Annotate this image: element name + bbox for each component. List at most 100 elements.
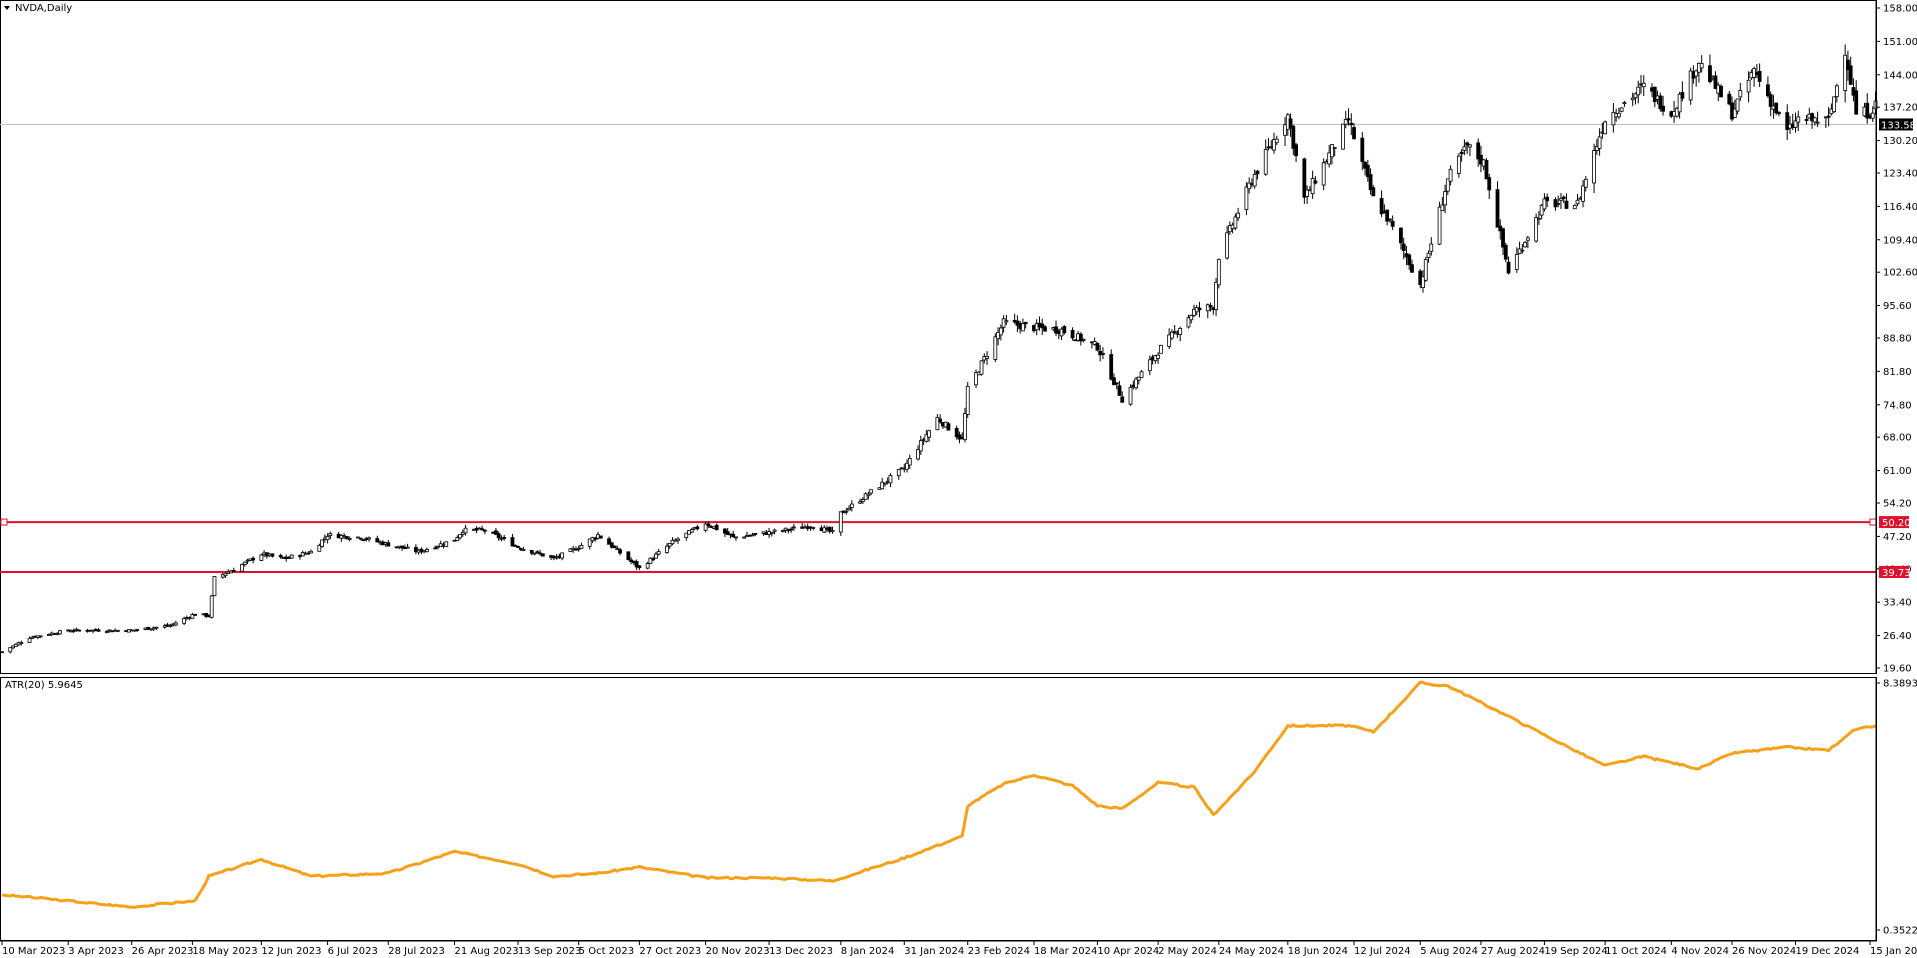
candle	[1004, 315, 1009, 325]
candle	[444, 541, 449, 548]
candle	[1713, 71, 1718, 90]
candle	[554, 554, 559, 560]
candle	[1719, 84, 1723, 98]
candle	[1266, 138, 1271, 151]
candle	[985, 351, 989, 365]
price-tick-label: 137.20	[1883, 103, 1917, 114]
candle	[71, 628, 76, 634]
candle	[433, 545, 438, 550]
time-tick-label: 27 Aug 2024	[1481, 946, 1545, 957]
time-tick-label: 18 Mar 2024	[1034, 946, 1097, 957]
candle	[317, 543, 322, 552]
candle	[1379, 190, 1384, 218]
candle	[1341, 123, 1345, 150]
candle	[618, 547, 622, 556]
candle	[723, 527, 727, 537]
candle	[1603, 120, 1608, 135]
candle	[1429, 237, 1434, 256]
candle	[568, 547, 573, 552]
candle	[725, 528, 730, 536]
candle	[703, 520, 708, 533]
candle	[325, 533, 330, 544]
candle	[993, 333, 998, 363]
candle	[1443, 184, 1447, 214]
candle	[918, 435, 923, 455]
candle	[347, 536, 352, 542]
candle	[242, 561, 247, 567]
candle	[1661, 95, 1665, 116]
candle	[1487, 173, 1492, 199]
candle	[1147, 355, 1152, 376]
candle	[367, 536, 371, 542]
price-axis[interactable]: 158.00 151.00 144.00 137.20 130.20 123.40 116.…	[1875, 0, 1917, 675]
collapse-triangle-icon[interactable]	[4, 6, 10, 10]
candle	[496, 531, 501, 541]
candle	[96, 627, 101, 632]
time-tick-label: 10 Apr 2024	[1097, 946, 1159, 957]
candle	[1738, 82, 1743, 101]
candle	[1437, 201, 1442, 246]
candle	[259, 553, 264, 561]
candle	[1216, 258, 1221, 289]
candle	[1134, 376, 1138, 390]
level-handle-left[interactable]	[0, 518, 8, 526]
candle	[689, 527, 694, 534]
candle	[1542, 193, 1547, 212]
candle	[502, 534, 507, 541]
time-tick-label: 4 Nov 2024	[1671, 946, 1729, 957]
atr-axis[interactable]: 8.3893 0.3522	[1875, 677, 1917, 941]
candle	[676, 537, 680, 544]
price-tick-label: 74.80	[1883, 400, 1912, 411]
time-tick-label: 3 Apr 2023	[68, 946, 123, 957]
candle	[204, 612, 209, 619]
candle	[1291, 124, 1296, 155]
candle	[963, 407, 967, 443]
candle	[1021, 318, 1025, 332]
candle	[811, 526, 816, 531]
candles-group	[0, 44, 1878, 654]
candle	[1101, 347, 1105, 360]
candle	[1244, 182, 1249, 216]
candle	[231, 567, 236, 572]
candle	[838, 511, 843, 536]
candle	[1365, 159, 1370, 182]
candle	[289, 554, 294, 559]
candle	[1796, 110, 1801, 132]
candle	[135, 628, 140, 632]
atr-panel[interactable]: ATR(20) 5.9645 8.3893 0.3522	[0, 677, 1917, 941]
candle	[8, 647, 13, 654]
candle	[162, 623, 167, 629]
candle	[1288, 113, 1293, 137]
candle	[1197, 301, 1202, 318]
candle	[1812, 116, 1817, 126]
candle	[979, 360, 984, 376]
candle	[927, 429, 932, 442]
price-tick-label: 123.40	[1883, 169, 1917, 180]
candle	[1255, 170, 1260, 180]
candle	[521, 546, 526, 552]
candle	[1633, 92, 1638, 105]
candle	[1804, 115, 1809, 125]
candle	[587, 538, 592, 550]
candle	[1189, 314, 1194, 324]
level-handle-right[interactable]	[1869, 518, 1877, 526]
candle	[1062, 325, 1067, 335]
time-tick-label: 23 Feb 2024	[968, 946, 1030, 957]
candle	[1352, 123, 1356, 140]
candle	[193, 613, 198, 616]
candle	[240, 563, 244, 572]
candle	[482, 529, 487, 535]
candle	[1272, 132, 1276, 154]
candle	[154, 626, 159, 630]
price-panel[interactable]: NVDA,Daily 158.00 151.00 144.00 137.20 130.2…	[0, 0, 1917, 675]
candle	[1001, 315, 1006, 333]
price-tick-label: 33.40	[1883, 598, 1912, 609]
symbol-label-group: NVDA,Daily	[4, 3, 72, 14]
candle	[1561, 195, 1566, 203]
candle	[1387, 218, 1392, 223]
candle	[1843, 44, 1848, 103]
candle	[827, 526, 832, 534]
candle	[1832, 96, 1837, 114]
price-tick-label: 144.00	[1883, 70, 1917, 81]
